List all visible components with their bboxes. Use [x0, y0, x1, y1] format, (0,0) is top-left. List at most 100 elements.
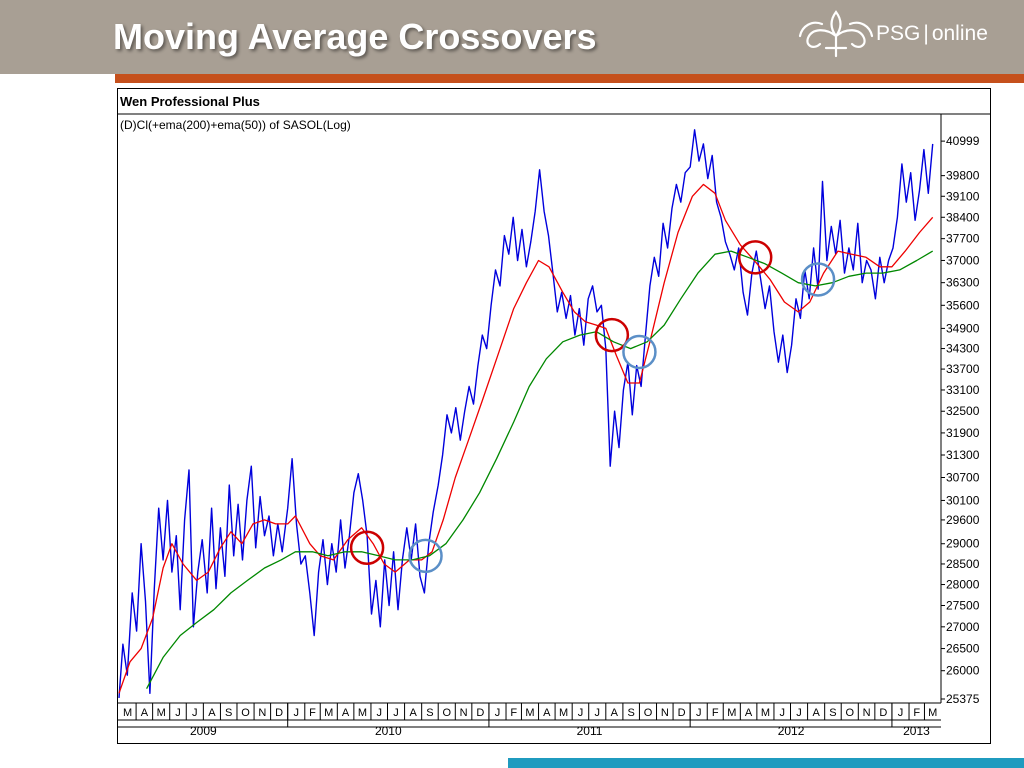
month-label: S — [829, 707, 836, 719]
y-tick-label: 29000 — [946, 537, 980, 551]
month-label: J — [376, 707, 382, 719]
y-tick-label: 30100 — [946, 493, 980, 507]
month-label: J — [898, 707, 904, 719]
month-label: J — [779, 707, 785, 719]
month-label: A — [543, 707, 551, 719]
chart-window: Wen Professional Plus (D)Cl(+ema(200)+ema… — [117, 88, 991, 744]
month-label: D — [476, 707, 484, 719]
year-label: 2009 — [190, 724, 217, 738]
month-label: N — [661, 707, 669, 719]
month-label: J — [696, 707, 702, 719]
month-label: J — [796, 707, 802, 719]
month-label: M — [525, 707, 534, 719]
crossover-circle — [594, 317, 630, 353]
month-label: S — [627, 707, 634, 719]
month-label: M — [157, 707, 166, 719]
price-chart: Wen Professional Plus (D)Cl(+ema(200)+ema… — [118, 94, 990, 738]
y-tick-label: 35600 — [946, 298, 980, 312]
month-label: O — [644, 707, 653, 719]
month-label: S — [426, 707, 433, 719]
month-label: M — [559, 707, 568, 719]
y-tick-label: 27000 — [946, 620, 980, 634]
y-tick-label: 40999 — [946, 134, 980, 148]
month-label: M — [324, 707, 333, 719]
crossover-circle — [349, 530, 385, 566]
y-tick-label: 37000 — [946, 253, 980, 267]
crossover-circle — [622, 334, 657, 370]
month-label: M — [358, 707, 367, 719]
month-label: M — [727, 707, 736, 719]
y-tick-label: 25375 — [946, 692, 980, 706]
y-tick-label: 34300 — [946, 342, 980, 356]
y-tick-label: 27500 — [946, 598, 980, 612]
crossover-circle — [737, 240, 773, 275]
orange-divider — [115, 74, 1024, 83]
month-label: D — [275, 707, 283, 719]
y-tick-label: 29600 — [946, 513, 980, 527]
month-label: S — [225, 707, 232, 719]
y-tick-label: 30700 — [946, 470, 980, 484]
app-title: Wen Professional Plus — [120, 94, 260, 109]
y-tick-label: 26000 — [946, 664, 980, 678]
year-label: 2011 — [577, 724, 603, 738]
month-label: A — [611, 707, 619, 719]
slide-title: Moving Average Crossovers — [113, 16, 597, 57]
month-label: M — [123, 707, 132, 719]
month-label: J — [578, 707, 584, 719]
y-tick-label: 34900 — [946, 321, 980, 335]
y-tick-label: 31300 — [946, 448, 980, 462]
slide-header — [0, 0, 1024, 74]
y-tick-label: 39800 — [946, 169, 980, 183]
month-label: F — [309, 707, 316, 719]
month-label: J — [495, 707, 501, 719]
month-label: A — [208, 707, 216, 719]
y-tick-label: 36300 — [946, 276, 980, 290]
y-tick-label: 28500 — [946, 557, 980, 571]
month-label: A — [745, 707, 753, 719]
logo-wordmark: PSG | online — [876, 22, 988, 46]
month-label: A — [141, 707, 149, 719]
crossover-circle — [408, 538, 443, 574]
month-label: F — [712, 707, 719, 719]
month-label: N — [258, 707, 266, 719]
series-line-close — [118, 129, 934, 698]
month-label: D — [678, 707, 686, 719]
logo-separator: | — [923, 22, 929, 45]
series-line-ema50 — [118, 183, 934, 694]
month-label: A — [409, 707, 417, 719]
y-tick-label: 33700 — [946, 362, 980, 376]
month-label: M — [928, 707, 937, 719]
y-tick-label: 32500 — [946, 404, 980, 418]
month-label: N — [460, 707, 468, 719]
y-tick-label: 26500 — [946, 642, 980, 656]
year-label: 2013 — [903, 724, 930, 738]
month-label: A — [342, 707, 350, 719]
month-label: M — [761, 707, 770, 719]
month-label: D — [879, 707, 887, 719]
month-label: J — [293, 707, 299, 719]
series-line-ema200 — [146, 250, 934, 690]
teal-footer-bar — [508, 758, 1024, 768]
month-label: J — [175, 707, 181, 719]
month-label: J — [595, 707, 601, 719]
month-label: J — [393, 707, 399, 719]
logo-suffix: online — [931, 22, 988, 45]
fleur-de-lis-icon — [798, 10, 874, 58]
month-label: N — [863, 707, 871, 719]
y-tick-label: 33100 — [946, 383, 980, 397]
y-tick-label: 38400 — [946, 210, 980, 224]
month-label: O — [845, 707, 854, 719]
y-tick-label: 31900 — [946, 426, 980, 440]
y-tick-label: 37700 — [946, 232, 980, 246]
year-label: 2012 — [778, 724, 805, 738]
crossover-circle — [800, 262, 836, 297]
y-tick-label: 28000 — [946, 578, 980, 592]
y-tick-label: 39100 — [946, 189, 980, 203]
logo-brand: PSG — [876, 22, 921, 45]
month-label: J — [192, 707, 198, 719]
month-label: O — [442, 707, 451, 719]
chart-title: (D)Cl(+ema(200)+ema(50)) of SASOL(Log) — [120, 118, 351, 132]
year-label: 2010 — [375, 724, 402, 738]
month-label: O — [241, 707, 250, 719]
month-label: A — [812, 707, 820, 719]
